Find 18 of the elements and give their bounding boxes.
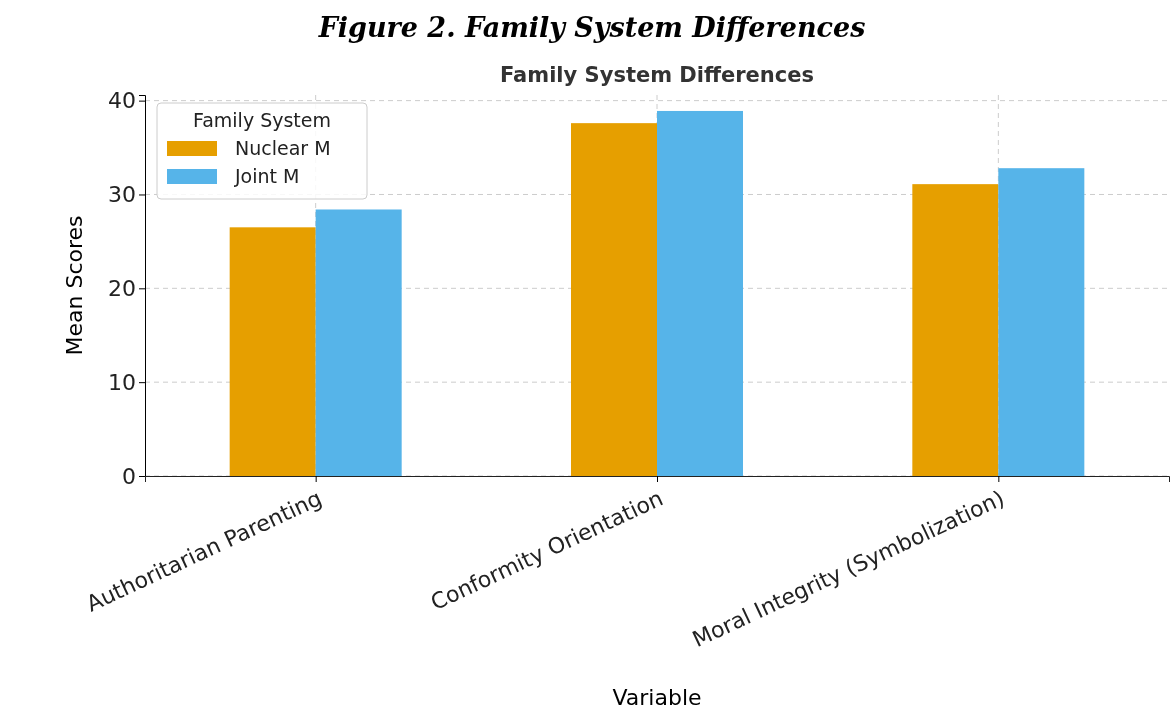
y-tick-label: 10 <box>108 369 136 395</box>
bar <box>998 168 1085 476</box>
bar <box>229 227 316 476</box>
y-tick-label: 40 <box>108 88 136 114</box>
legend-label: Joint M <box>234 165 300 187</box>
legend-title: Family System <box>192 109 332 131</box>
bar <box>315 209 402 476</box>
y-axis-title: Mean Scores <box>62 215 87 356</box>
chart-title: Family System Differences <box>500 63 814 87</box>
legend-label: Nuclear M <box>235 137 331 159</box>
x-axis-title: Variable <box>612 685 702 710</box>
bar <box>912 184 999 476</box>
y-tick-label: 20 <box>108 275 136 301</box>
bar <box>571 123 657 476</box>
y-tick-label: 0 <box>122 463 136 489</box>
y-tick-label: 30 <box>108 182 136 208</box>
bar <box>657 110 743 476</box>
chart-subtitle: Figure 2. Family System Differences <box>317 12 866 43</box>
